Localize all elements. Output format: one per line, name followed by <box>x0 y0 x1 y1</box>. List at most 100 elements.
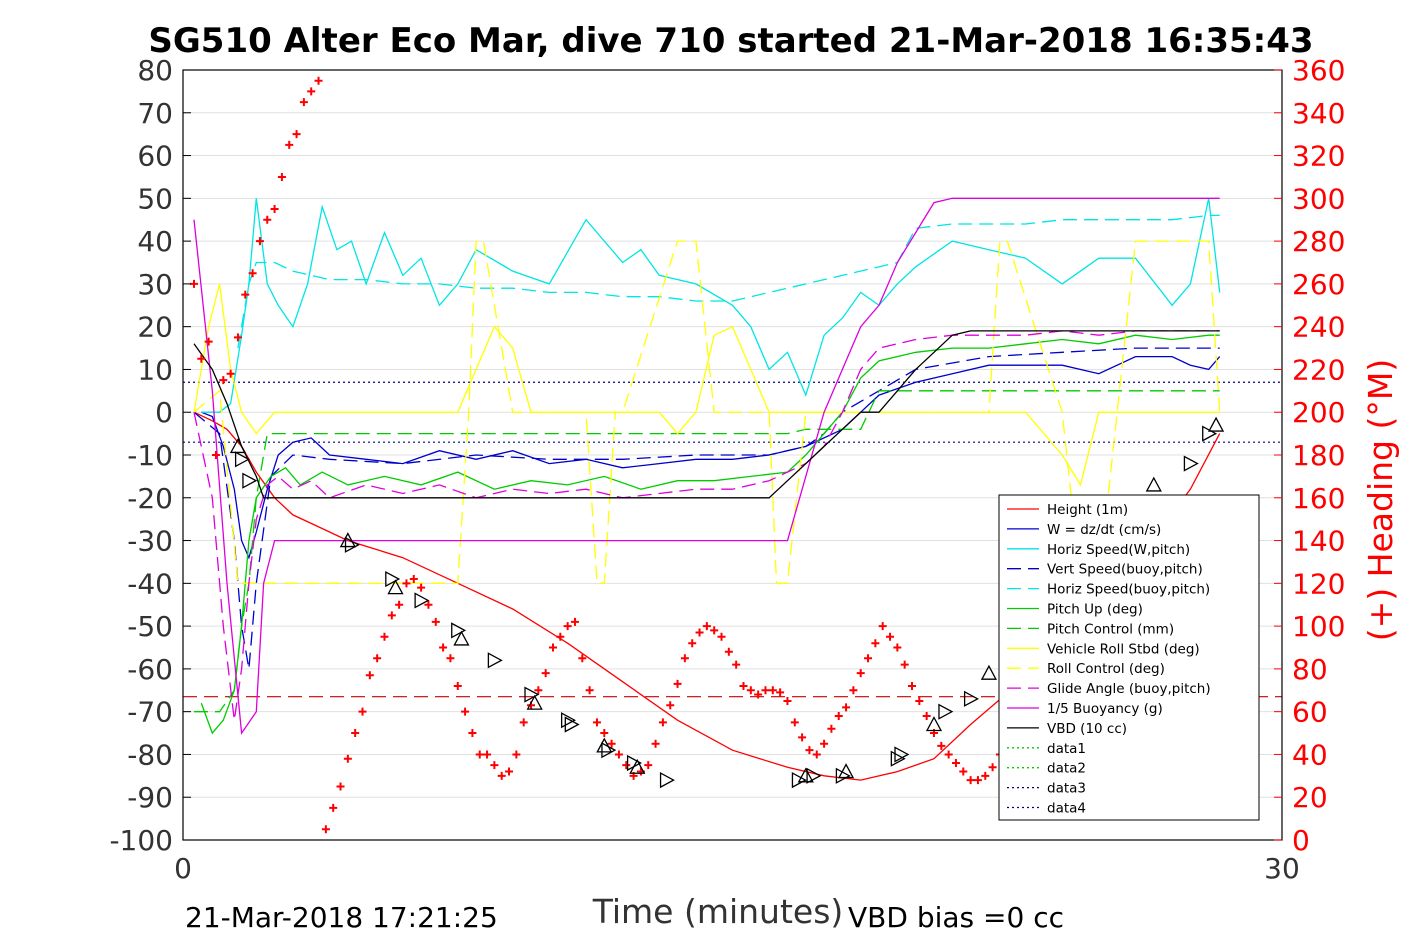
heading-point <box>988 763 997 772</box>
heading-point <box>966 776 975 785</box>
vbd-marker <box>963 690 979 707</box>
tick-label-right: 200 <box>1292 396 1345 429</box>
heading-point <box>908 682 917 690</box>
heading-point <box>915 696 924 705</box>
legend-label: data4 <box>1047 801 1086 817</box>
heading-point <box>878 622 887 631</box>
heading-point <box>211 451 220 459</box>
vbd-marker <box>890 750 906 767</box>
footer-timestamp: 21-Mar-2018 17:21:25 <box>185 901 498 934</box>
tick-label-right: 360 <box>1292 54 1345 87</box>
heading-point <box>439 643 448 652</box>
vbd-marker <box>938 703 954 720</box>
vbd-marker <box>980 664 998 680</box>
heading-point <box>746 686 755 695</box>
tick-label-left: -70 <box>127 696 173 729</box>
vbd-marker <box>451 622 467 639</box>
tick-label-right: 180 <box>1292 439 1345 472</box>
tick-label-right: 280 <box>1292 225 1345 258</box>
heading-point <box>497 771 506 780</box>
tick-label-left: 10 <box>137 353 173 386</box>
vbd-marker <box>1207 416 1225 432</box>
legend-label: Pitch Up (deg) <box>1047 602 1143 618</box>
vbd-marker <box>234 451 250 468</box>
vbd-marker <box>564 716 580 733</box>
tick-label-right: 0 <box>1292 824 1310 857</box>
heading-point <box>417 583 426 592</box>
heading-point <box>461 707 470 716</box>
heading-point <box>307 87 316 96</box>
vbd-marker <box>629 758 646 774</box>
heading-point <box>563 622 572 631</box>
heading-point <box>688 639 697 648</box>
heading-point <box>424 600 433 609</box>
heading-point <box>578 654 587 663</box>
heading-point <box>204 337 213 346</box>
heading-point <box>827 724 836 733</box>
heading-point <box>622 761 631 770</box>
heading-point <box>380 632 389 641</box>
heading-point <box>556 632 565 641</box>
vbd-marker <box>1202 425 1218 442</box>
heading-point <box>864 654 873 663</box>
heading-point <box>768 686 777 695</box>
tick-label-left: 60 <box>137 140 173 173</box>
vbd-marker <box>526 694 543 710</box>
heading-point <box>292 130 301 139</box>
tick-label-right: 100 <box>1292 610 1345 643</box>
heading-point <box>233 333 242 342</box>
legend-label: Vehicle Roll Stbd (deg) <box>1047 641 1200 657</box>
legend-label: Roll Control (deg) <box>1047 661 1165 677</box>
legend-label: data1 <box>1047 741 1086 757</box>
heading-point <box>922 711 931 720</box>
heading-point <box>343 754 352 763</box>
heading-point <box>468 729 477 738</box>
heading-point <box>658 718 667 727</box>
tick-label-left: 40 <box>137 225 173 258</box>
tick-label-right: 300 <box>1292 182 1345 215</box>
legend-label: Horiz Speed(W,pitch) <box>1047 542 1190 558</box>
heading-point <box>724 647 733 656</box>
vbd-marker <box>835 767 851 784</box>
heading-point <box>614 750 623 759</box>
heading-point <box>490 761 499 770</box>
vbd-marker <box>344 536 360 553</box>
tick-label-right: 220 <box>1292 353 1345 386</box>
vbd-marker <box>925 716 943 732</box>
heading-point <box>336 782 345 791</box>
tick-label-left: -10 <box>127 439 173 472</box>
series-layer <box>193 197 1221 781</box>
heading-point <box>600 729 609 738</box>
heading-point <box>951 759 960 767</box>
left-axis-ticks: 80 70 60 50 40 30 20 10 0 -10 -20 -30 -40 -50 -60 -70 -8… <box>109 54 191 857</box>
heading-point <box>219 376 228 385</box>
heading-point <box>226 369 235 378</box>
vbd-marker <box>791 772 807 789</box>
heading-point <box>973 776 982 785</box>
heading-point <box>944 750 953 759</box>
heading-point <box>402 579 411 588</box>
tick-label-left: -20 <box>127 482 173 515</box>
legend: Height (1m) W = dz/dt (cm/s) Horiz Speed(W… <box>998 494 1260 821</box>
legend-label: Pitch Control (mm) <box>1047 621 1174 637</box>
heading-point <box>761 686 770 695</box>
heading-point <box>453 682 462 690</box>
heading-point <box>446 654 455 663</box>
heading-point <box>277 172 286 181</box>
series-vert_buoy <box>193 347 1220 670</box>
heading-point <box>886 632 895 641</box>
heading-point <box>197 354 206 363</box>
vbd-marker <box>601 742 617 759</box>
vbd-marker <box>1183 455 1199 472</box>
heading-point <box>475 750 484 759</box>
heading-point <box>798 733 807 742</box>
chart-title: SG510 Alter Eco Mar, dive 710 started 21… <box>148 21 1313 61</box>
heading-point <box>732 660 741 669</box>
legend-box <box>998 494 1260 821</box>
tick-label-right: 60 <box>1292 696 1328 729</box>
legend-label: Height (1m) <box>1047 502 1128 518</box>
tick-label-right: 260 <box>1292 268 1345 301</box>
heading-point <box>754 690 763 699</box>
legend-label: Horiz Speed(buoy,pitch) <box>1047 582 1210 598</box>
heading-point <box>937 741 946 750</box>
